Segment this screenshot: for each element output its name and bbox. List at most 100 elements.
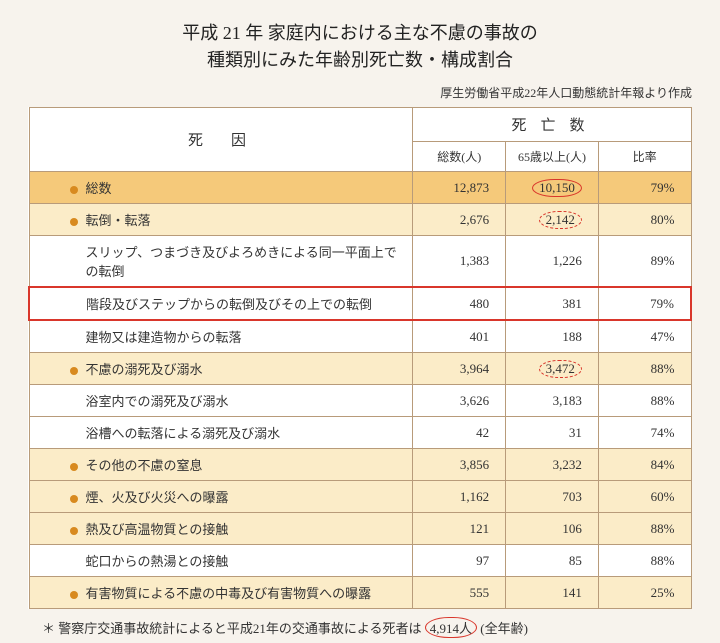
bullet-icon [70, 591, 78, 599]
cell-age65: 3,183 [506, 385, 599, 417]
accident-stats-table: 死因 死亡数 総数(人) 65歳以上(人) 比率 総数12,87310,1507… [28, 107, 692, 609]
cell-value: 79% [650, 296, 674, 311]
cell-value: 97 [476, 553, 489, 568]
cell-ratio: 79% [598, 172, 691, 204]
cell-value: 3,472 [539, 360, 582, 378]
table-row: 不慮の溺死及び溺水3,964 3,472 88% [29, 353, 691, 385]
row-label: 有害物質による不慮の中毒及び有害物質への曝露 [29, 577, 413, 609]
row-label: 総数 [29, 172, 413, 204]
cell-ratio: 84% [598, 449, 691, 481]
cell-total: 480 [413, 287, 506, 320]
row-label-text: スリップ、つまづき及びよろめきによる同一平面上での転倒 [86, 245, 397, 279]
cell-value: 42 [476, 425, 489, 440]
row-label-text: 建物又は建造物からの転落 [86, 330, 242, 345]
cell-age65: 106 [506, 513, 599, 545]
cell-value: 3,232 [553, 457, 582, 472]
cell-total: 1,162 [413, 481, 506, 513]
row-label-text: 熱及び高温物質との接触 [86, 522, 229, 537]
cell-value: 88% [651, 361, 675, 376]
row-label-text: 浴室内での溺死及び溺水 [86, 394, 229, 409]
row-label: 煙、火及び火災への曝露 [29, 481, 413, 513]
table-row: 階段及びステップからの転倒及びその上での転倒 480 381 79% [29, 287, 691, 320]
footnote-prefix: ＊ 警察庁交通事故統計によると平成21年の交通事故による死者は [42, 621, 421, 636]
cell-ratio: 88% [598, 353, 691, 385]
cell-age65: 2,142 [506, 204, 599, 236]
cell-value: 1,226 [553, 253, 582, 268]
cell-ratio: 88% [598, 385, 691, 417]
cell-total: 42 [413, 417, 506, 449]
cell-value: 60% [651, 489, 675, 504]
table-row: スリップ、つまづき及びよろめきによる同一平面上での転倒 1,383 1,226 89% [29, 236, 691, 288]
row-label: 浴槽への転落による溺死及び溺水 [29, 417, 413, 449]
bullet-icon [70, 218, 78, 226]
row-label: 建物又は建造物からの転落 [29, 320, 413, 353]
header-cause: 死因 [29, 108, 413, 172]
cell-value: 25% [651, 585, 675, 600]
cell-value: 2,142 [539, 211, 582, 229]
bullet-icon [70, 463, 78, 471]
cell-value: 106 [562, 521, 582, 536]
cell-value: 80% [651, 212, 675, 227]
cell-total: 12,873 [413, 172, 506, 204]
table-row: 浴室内での溺死及び溺水 3,626 3,183 88% [29, 385, 691, 417]
cell-value: 88% [651, 521, 675, 536]
cell-value: 1,162 [460, 489, 489, 504]
row-label-text: 総数 [86, 181, 112, 196]
row-label-text: 浴槽への転落による溺死及び溺水 [86, 426, 281, 441]
cell-value: 12,873 [453, 180, 489, 195]
cell-value: 381 [562, 296, 582, 311]
table-row: その他の不慮の窒息 3,856 3,232 84% [29, 449, 691, 481]
source-note: 厚生労働省平成22年人口動態統計年報より作成 [28, 84, 692, 101]
cell-value: 121 [470, 521, 490, 536]
cell-value: 1,383 [460, 253, 489, 268]
cell-ratio: 60% [598, 481, 691, 513]
row-label: 転倒・転落 [29, 204, 413, 236]
cell-total: 555 [413, 577, 506, 609]
cell-total: 3,626 [413, 385, 506, 417]
footnote-suffix: (全年齢) [480, 621, 528, 636]
row-label-text: その他の不慮の窒息 [86, 458, 203, 473]
cell-total: 1,383 [413, 236, 506, 288]
cell-ratio: 89% [598, 236, 691, 288]
cell-age65: 141 [506, 577, 599, 609]
cell-value: 703 [562, 489, 582, 504]
cell-age65: 31 [506, 417, 599, 449]
cell-total: 3,964 [413, 353, 506, 385]
row-label-text: 蛇口からの熱湯との接触 [86, 554, 229, 569]
cell-ratio: 88% [598, 513, 691, 545]
table-row: 建物又は建造物からの転落40118847% [29, 320, 691, 353]
page-title: 平成 21 年 家庭内における主な不慮の事故の 種類別にみた年齢別死亡数・構成割… [28, 20, 692, 74]
table-row: 蛇口からの熱湯との接触978588% [29, 545, 691, 577]
cell-ratio: 80% [598, 204, 691, 236]
row-label: 不慮の溺死及び溺水 [29, 353, 413, 385]
bullet-icon [70, 186, 78, 194]
cell-value: 141 [562, 585, 582, 600]
cell-value: 3,183 [553, 393, 582, 408]
row-label-text: 有害物質による不慮の中毒及び有害物質への曝露 [86, 586, 372, 601]
cell-value: 188 [562, 329, 582, 344]
table-row: 煙、火及び火災への曝露 1,162 703 60% [29, 481, 691, 513]
cell-value: 3,626 [460, 393, 489, 408]
row-label-text: 階段及びステップからの転倒及びその上での転倒 [86, 297, 372, 312]
table-row: 浴槽への転落による溺死及び溺水 42 31 74% [29, 417, 691, 449]
footnote-value: 4,914人 [425, 617, 477, 638]
bullet-icon [70, 527, 78, 535]
row-label: 蛇口からの熱湯との接触 [29, 545, 413, 577]
cell-age65: 85 [506, 545, 599, 577]
row-label: 階段及びステップからの転倒及びその上での転倒 [29, 287, 413, 320]
header-age65: 65歳以上(人) [506, 142, 599, 172]
cell-value: 74% [651, 425, 675, 440]
row-label: スリップ、つまづき及びよろめきによる同一平面上での転倒 [29, 236, 413, 288]
title-line1: 平成 21 年 家庭内における主な不慮の事故の [182, 23, 538, 43]
cell-age65: 10,150 [506, 172, 599, 204]
cell-total: 401 [413, 320, 506, 353]
cell-value: 401 [470, 329, 490, 344]
row-label: その他の不慮の窒息 [29, 449, 413, 481]
cell-value: 3,856 [460, 457, 489, 472]
table-row: 有害物質による不慮の中毒及び有害物質への曝露 555 141 25% [29, 577, 691, 609]
cell-total: 97 [413, 545, 506, 577]
cell-value: 89% [651, 253, 675, 268]
row-label: 熱及び高温物質との接触 [29, 513, 413, 545]
cell-value: 10,150 [532, 179, 582, 197]
cell-total: 2,676 [413, 204, 506, 236]
